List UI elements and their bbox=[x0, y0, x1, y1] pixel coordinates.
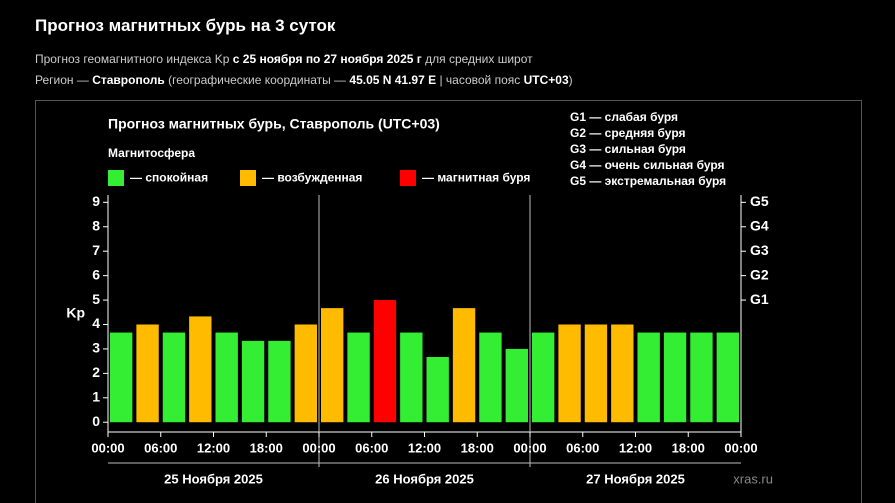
forecast-line: Прогноз геомагнитного индекса Kp с 25 но… bbox=[35, 52, 533, 66]
legend-swatch bbox=[400, 170, 416, 186]
bar bbox=[637, 332, 660, 423]
bar bbox=[136, 324, 159, 423]
text: для средних широт bbox=[421, 52, 533, 66]
text: Прогноз геомагнитного индекса Kp bbox=[35, 52, 233, 66]
x-tick-label: 12:00 bbox=[197, 440, 230, 455]
y-tick-label: 6 bbox=[92, 266, 100, 282]
y-tick-label: 5 bbox=[92, 291, 100, 307]
x-tick-label: 18:00 bbox=[672, 440, 705, 455]
bar bbox=[532, 332, 555, 423]
region-line: Регион — Ставрополь (географические коор… bbox=[35, 73, 573, 87]
x-tick-label: 00:00 bbox=[724, 440, 757, 455]
x-tick-label: 12:00 bbox=[408, 440, 441, 455]
x-tick-label: 00:00 bbox=[302, 440, 335, 455]
legend-label: — магнитная буря bbox=[422, 171, 530, 185]
x-tick-label: 18:00 bbox=[250, 440, 283, 455]
storm-scale-item: G2 — средняя буря bbox=[570, 126, 686, 140]
y2-tick-label: G3 bbox=[750, 242, 769, 258]
day-label: 26 Ноября 2025 bbox=[375, 471, 474, 486]
text: (географические координаты — bbox=[164, 73, 350, 87]
bar bbox=[611, 324, 634, 423]
storm-scale-item: G4 — очень сильная буря bbox=[570, 158, 725, 172]
storm-scale-item: G3 — сильная буря bbox=[570, 142, 686, 156]
y-tick-label: 4 bbox=[92, 315, 100, 331]
y2-tick-label: G2 bbox=[750, 266, 769, 282]
bar bbox=[584, 324, 608, 423]
bar bbox=[268, 340, 291, 423]
x-tick-label: 00:00 bbox=[91, 440, 124, 455]
text: ) bbox=[568, 73, 573, 87]
bar bbox=[558, 324, 581, 423]
bar bbox=[452, 308, 476, 423]
legend-title: Магнитосфера bbox=[108, 146, 195, 160]
legend-swatch bbox=[108, 170, 124, 186]
bar bbox=[110, 332, 133, 423]
storm-scale-item: G1 — слабая буря bbox=[570, 110, 678, 124]
bar bbox=[347, 332, 370, 423]
city: Ставрополь bbox=[92, 73, 165, 87]
page-title: Прогноз магнитных бурь на 3 суток bbox=[35, 16, 336, 35]
dates: с 25 ноября по 27 ноября 2025 г bbox=[232, 52, 422, 66]
bar bbox=[162, 332, 186, 423]
text: Регион — bbox=[35, 73, 93, 87]
bar bbox=[505, 348, 528, 423]
bar bbox=[663, 332, 687, 423]
y2-tick-label: G4 bbox=[750, 217, 769, 233]
bar bbox=[373, 300, 397, 423]
y-tick-label: 1 bbox=[92, 388, 100, 404]
day-label: 25 Ноября 2025 bbox=[164, 471, 263, 486]
y-tick-label: 2 bbox=[92, 364, 100, 380]
bar bbox=[400, 332, 423, 423]
coords: 45.05 N 41.97 E bbox=[349, 73, 437, 87]
y-axis-label: Kp bbox=[66, 305, 85, 321]
y-tick-label: 0 bbox=[92, 413, 100, 429]
y-tick-label: 3 bbox=[92, 340, 100, 356]
y-tick-label: 7 bbox=[92, 242, 100, 258]
bar bbox=[426, 356, 449, 423]
legend-label: — спокойная bbox=[130, 171, 208, 185]
y2-tick-label: G5 bbox=[750, 193, 769, 209]
x-tick-label: 12:00 bbox=[619, 440, 652, 455]
x-tick-label: 06:00 bbox=[355, 440, 388, 455]
legend-label: — возбужденная bbox=[262, 171, 362, 185]
x-tick-label: 18:00 bbox=[461, 440, 494, 455]
storm-scale-item: G5 — экстремальная буря bbox=[570, 174, 726, 188]
bar bbox=[716, 332, 739, 423]
x-tick-label: 06:00 bbox=[144, 440, 177, 455]
bar bbox=[321, 308, 344, 423]
bar bbox=[189, 316, 212, 423]
chart-title: Прогноз магнитных бурь, Ставрополь (UTC+… bbox=[108, 116, 440, 132]
legend-swatch bbox=[240, 170, 256, 186]
x-tick-label: 06:00 bbox=[566, 440, 599, 455]
day-label: 27 Ноября 2025 bbox=[586, 471, 685, 486]
y-tick-label: 9 bbox=[92, 193, 100, 209]
text: | часовой пояс bbox=[436, 73, 524, 87]
watermark: xras.ru bbox=[733, 471, 773, 486]
bar bbox=[690, 332, 713, 423]
y-tick-label: 8 bbox=[92, 217, 100, 233]
x-tick-label: 00:00 bbox=[513, 440, 546, 455]
y2-tick-label: G1 bbox=[750, 291, 769, 307]
timezone: UTC+03 bbox=[523, 73, 569, 87]
bar bbox=[215, 332, 238, 423]
bar bbox=[241, 340, 265, 423]
bar bbox=[479, 332, 502, 423]
bar bbox=[294, 324, 317, 423]
chart-frame bbox=[35, 100, 862, 503]
